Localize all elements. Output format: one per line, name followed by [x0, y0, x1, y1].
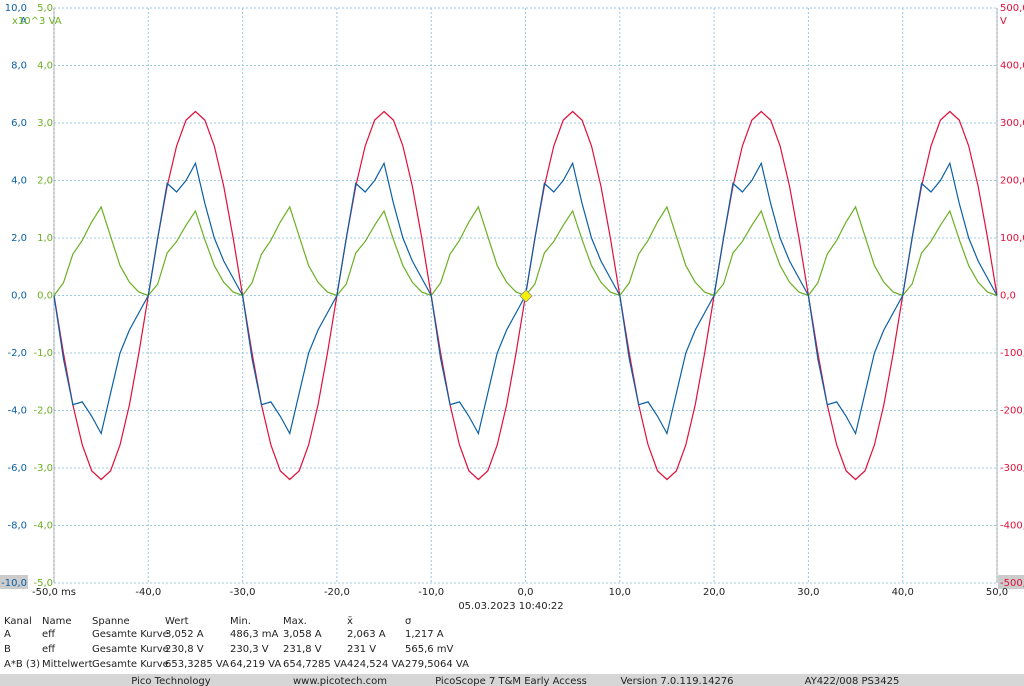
y-tick-label: 2,0 [11, 233, 27, 244]
y-tick-label: -10,0 [1, 578, 27, 589]
y3-tick-label: -3,0 [33, 463, 53, 474]
table-cell: 3,052 A [165, 629, 204, 640]
table-cell: Gesamte Kurve [92, 629, 169, 640]
status-text: AY422/008 PS3425 [805, 676, 900, 686]
x-tick-label: 40,0 [892, 587, 914, 598]
x-tick-label: 0,0 [518, 587, 534, 598]
table-header: Max. [283, 616, 307, 627]
y2-tick-label: -100,0 [1000, 348, 1024, 359]
y2-tick-label: 300,0 [1000, 118, 1024, 129]
x-tick-label: 30,0 [797, 587, 819, 598]
y2-tick-label: 0,0 [1000, 291, 1016, 302]
table-cell: 486,3 mA [230, 629, 279, 640]
table-cell: 1,217 A [405, 629, 444, 640]
x-tick-label: -30,0 [230, 587, 256, 598]
table-cell: eff [42, 629, 56, 640]
y2-tick-label: 100,0 [1000, 233, 1024, 244]
table-cell: 424,524 VA [347, 659, 405, 670]
y-tick-label: 6,0 [11, 118, 27, 129]
y-tick-label: 10,0 [5, 3, 27, 14]
y2-tick-label: -400,0 [1000, 521, 1024, 532]
y3-tick-label: -1,0 [33, 348, 53, 359]
table-cell: 653,3285 VA [165, 659, 229, 670]
y2-tick-label: -500,0 [1000, 578, 1024, 589]
table-header: Min. [230, 616, 251, 627]
table-cell: 279,5064 VA [405, 659, 469, 670]
x-tick-label: -50,0 ms [32, 587, 76, 598]
y-tick-label: 4,0 [11, 176, 27, 187]
x-tick-label: -10,0 [418, 587, 444, 598]
y2-tick-label: 400,0 [1000, 61, 1024, 72]
y-tick-label: -6,0 [7, 463, 27, 474]
y3-tick-label: 0,0 [37, 291, 53, 302]
axis-label-box [998, 575, 1024, 589]
x-tick-label: -40,0 [135, 587, 161, 598]
table-cell: A*B (3) [4, 659, 40, 670]
table-cell: 231,8 V [283, 644, 322, 655]
y-tick-label: -4,0 [7, 406, 27, 417]
axis-label-box [0, 575, 28, 589]
table-cell: 2,063 A [347, 629, 386, 640]
table-header: x̄ [347, 616, 353, 627]
y-unit: A [20, 16, 27, 27]
table-cell: Mittelwert [42, 659, 93, 670]
status-text: Version 7.0.119.14276 [620, 676, 733, 686]
table-cell: 654,7285 VA [283, 659, 347, 670]
table-header: Kanal [4, 616, 32, 627]
y3-tick-label: -4,0 [33, 521, 53, 532]
table-header: Wert [165, 616, 189, 627]
y2-tick-label: -300,0 [1000, 463, 1024, 474]
table-cell: Gesamte Kurve [92, 659, 169, 670]
y2-tick-label: -200,0 [1000, 406, 1024, 417]
table-header: Spanne [92, 616, 130, 627]
y3-tick-label: -5,0 [33, 578, 53, 589]
y3-tick-label: 5,0 [37, 3, 53, 14]
status-text: www.picotech.com [293, 676, 387, 686]
y3-tick-label: 3,0 [37, 118, 53, 129]
y2-unit: V [1000, 16, 1007, 27]
table-cell: eff [42, 644, 56, 655]
table-cell: 565,6 mV [405, 644, 454, 655]
x-tick-label: 10,0 [609, 587, 631, 598]
y3-unit: x10^3 VA [12, 16, 62, 27]
y-tick-label: 8,0 [11, 61, 27, 72]
table-cell: 231 V [347, 644, 376, 655]
status-text: Pico Technology [131, 676, 210, 686]
table-cell: 230,3 V [230, 644, 269, 655]
y2-tick-label: 500,0 [1000, 3, 1024, 14]
status-text: PicoScope 7 T&M Early Access [435, 676, 587, 686]
y-tick-label: -2,0 [7, 348, 27, 359]
status-bar [0, 674, 1024, 686]
x-tick-label: 50,0 [986, 587, 1008, 598]
y3-tick-label: 4,0 [37, 61, 53, 72]
y3-tick-label: 2,0 [37, 176, 53, 187]
table-cell: B [4, 644, 11, 655]
y3-tick-label: 1,0 [37, 233, 53, 244]
table-cell: 64,219 VA [230, 659, 281, 670]
table-cell: 3,058 A [283, 629, 322, 640]
trigger-marker[interactable] [519, 289, 533, 303]
y2-tick-label: 200,0 [1000, 176, 1024, 187]
table-cell: A [4, 629, 11, 640]
y-tick-label: 0,0 [11, 291, 27, 302]
table-header: Name [42, 616, 72, 627]
table-cell: 230,8 V [165, 644, 204, 655]
x-tick-label: 20,0 [703, 587, 725, 598]
y-tick-label: -8,0 [7, 521, 27, 532]
x-tick-label: -20,0 [324, 587, 350, 598]
table-cell: Gesamte Kurve [92, 644, 169, 655]
timestamp: 05.03.2023 10:40:22 [458, 601, 563, 612]
y3-tick-label: -2,0 [33, 406, 53, 417]
table-header: σ [405, 616, 412, 627]
